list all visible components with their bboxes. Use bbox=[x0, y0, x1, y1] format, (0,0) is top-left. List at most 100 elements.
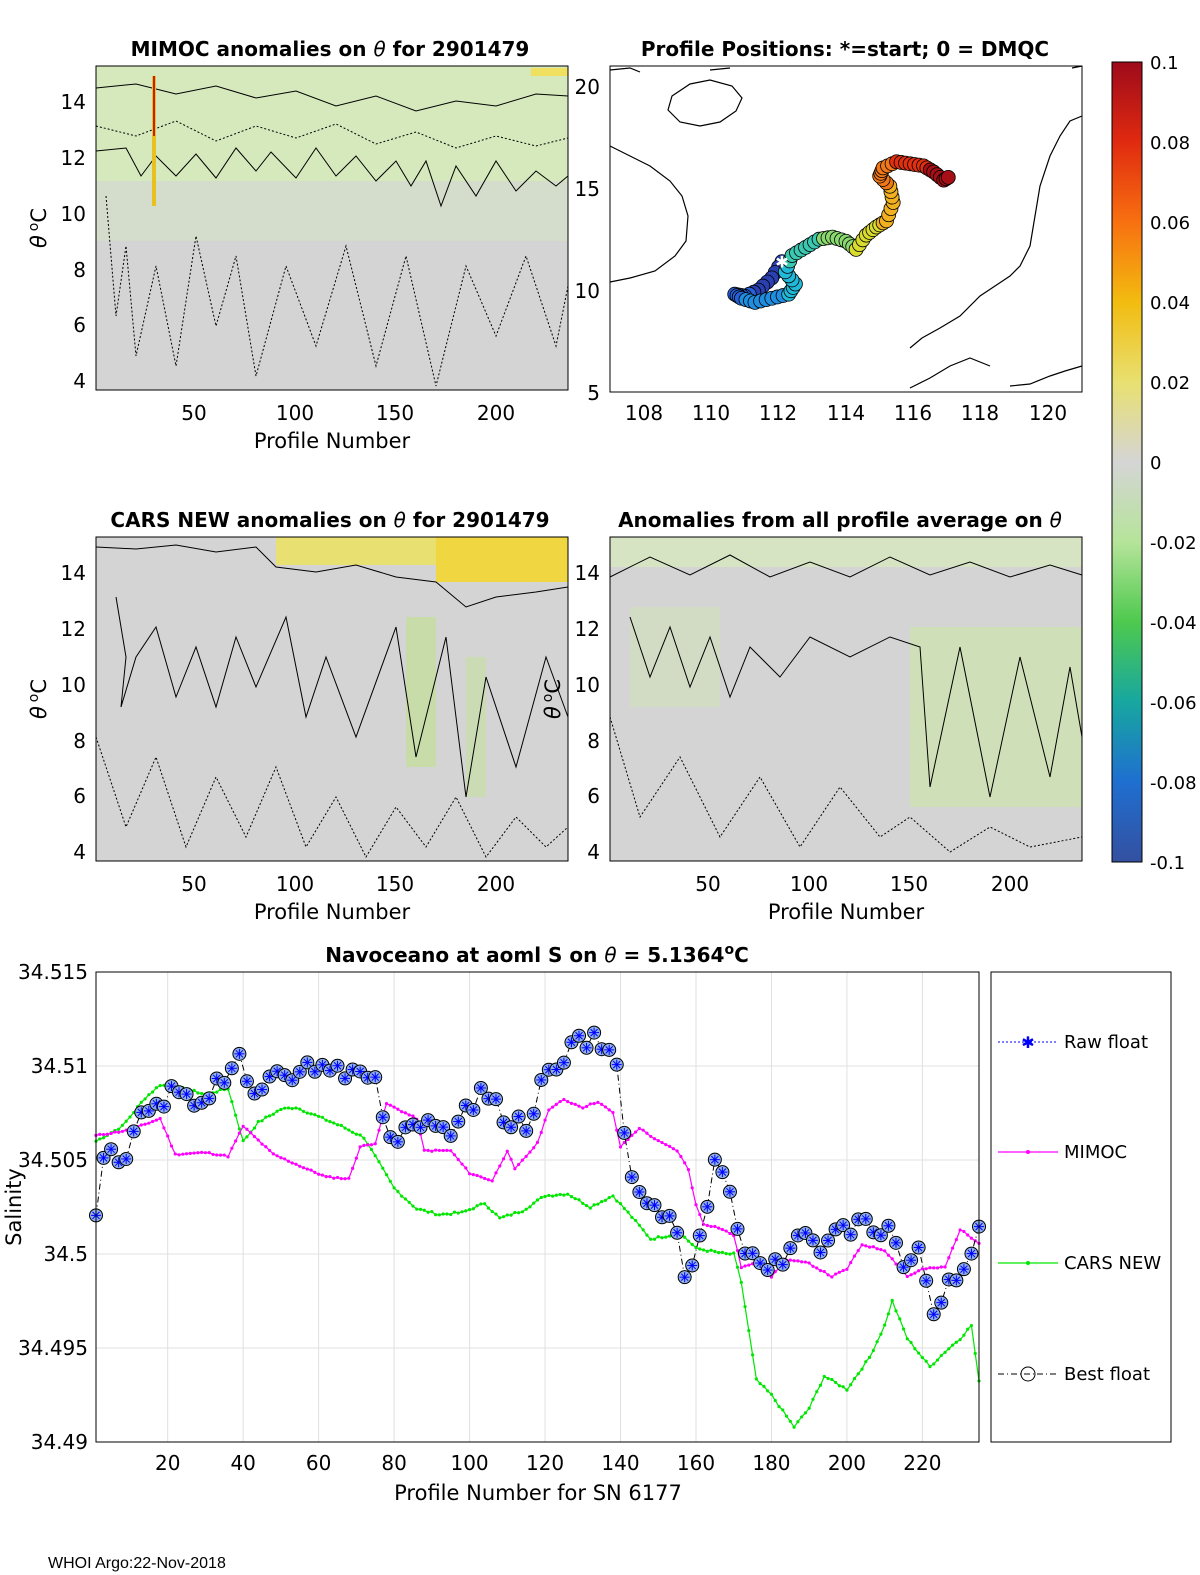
cars-new-point bbox=[596, 1202, 600, 1206]
mimoc-point bbox=[188, 1151, 192, 1155]
cars-new-point bbox=[464, 1209, 468, 1213]
cars-new-point bbox=[154, 1086, 158, 1090]
cars-green-patch-2 bbox=[466, 657, 486, 797]
cars-new-point bbox=[905, 1337, 909, 1341]
allavg-ytick: 6 bbox=[587, 784, 600, 808]
mimoc-point bbox=[864, 1244, 868, 1248]
cars-new-point bbox=[403, 1197, 408, 1201]
mimoc-point bbox=[237, 1131, 241, 1135]
mimoc-point bbox=[735, 1248, 740, 1253]
legend-best-marker bbox=[1020, 1366, 1036, 1382]
mimoc-frame bbox=[95, 65, 569, 391]
cars-new-point bbox=[452, 1210, 457, 1214]
allavg-title: Anomalies from all profile average on θ bbox=[618, 508, 1062, 532]
mimoc-point bbox=[656, 1139, 660, 1143]
cars-new-point bbox=[347, 1128, 351, 1132]
mimoc-contour-1 bbox=[95, 147, 569, 208]
mimoc-point bbox=[343, 1177, 347, 1181]
mimoc-point bbox=[547, 1108, 551, 1112]
mimoc-point bbox=[279, 1156, 283, 1160]
cars-new-point bbox=[969, 1323, 974, 1328]
cars-new-point bbox=[252, 1126, 257, 1130]
mimoc-point bbox=[192, 1151, 196, 1155]
cars-new-point bbox=[615, 1199, 619, 1203]
cars-new-point bbox=[747, 1329, 751, 1333]
best-float-point bbox=[609, 1057, 624, 1072]
colorbar-tick: 0.02 bbox=[1150, 373, 1190, 394]
mimoc-point bbox=[935, 1266, 940, 1270]
mimoc-point bbox=[622, 1140, 626, 1145]
best-float-point bbox=[436, 1120, 451, 1135]
cars-new-point bbox=[275, 1109, 279, 1113]
cars-new-point bbox=[569, 1195, 574, 1199]
mimoc-point bbox=[728, 1231, 732, 1236]
cars-new-point bbox=[434, 1213, 438, 1217]
mimoc-point bbox=[430, 1149, 434, 1153]
mimoc-point bbox=[456, 1157, 460, 1162]
mimoc-point bbox=[400, 1110, 404, 1114]
cars-new-point bbox=[313, 1113, 317, 1117]
best-float-point bbox=[919, 1273, 934, 1288]
mimoc-point bbox=[867, 1245, 872, 1249]
cars-new-point bbox=[494, 1212, 498, 1216]
cars-new-point bbox=[264, 1115, 268, 1119]
cars-new-point bbox=[562, 1193, 566, 1197]
cars-new-point bbox=[388, 1179, 392, 1183]
legend-cars-marker bbox=[1026, 1261, 1030, 1265]
mimoc-point bbox=[607, 1108, 611, 1112]
mimoc-point bbox=[528, 1150, 532, 1154]
mimoc-point bbox=[584, 1104, 589, 1109]
cars-new-point bbox=[701, 1248, 706, 1252]
colorbar-scale bbox=[1111, 61, 1143, 863]
cars-new-point bbox=[335, 1123, 340, 1127]
cars-new-point bbox=[354, 1132, 358, 1136]
best-float-point bbox=[745, 1246, 760, 1261]
mimoc-point bbox=[215, 1153, 219, 1157]
cars-new-point bbox=[324, 1118, 328, 1122]
cars-xtick: 100 bbox=[276, 872, 314, 896]
mimoc-point bbox=[252, 1134, 257, 1139]
cars-new-point bbox=[724, 1251, 728, 1256]
best-float-point bbox=[473, 1080, 488, 1095]
mimoc-point bbox=[845, 1267, 849, 1271]
cars-new-point bbox=[418, 1207, 423, 1212]
cars-new-point bbox=[815, 1390, 819, 1394]
mimoc-point bbox=[445, 1148, 449, 1152]
mimoc-point bbox=[298, 1164, 302, 1168]
mimoc-point bbox=[154, 1118, 158, 1122]
mimoc-point bbox=[275, 1154, 279, 1158]
mimoc-point bbox=[709, 1224, 713, 1229]
colorbar-tick: 0 bbox=[1150, 453, 1161, 474]
mimoc-point bbox=[452, 1153, 457, 1157]
mimoc-spike-core bbox=[153, 76, 155, 136]
mimoc-point bbox=[407, 1113, 411, 1117]
best-float-point bbox=[858, 1211, 873, 1226]
panel-cars: CARS NEW anomalies on θ for 2901479 50 1… bbox=[26, 508, 569, 924]
cars-new-point bbox=[475, 1204, 479, 1208]
cars-new-point bbox=[411, 1204, 415, 1208]
mimoc-point bbox=[120, 1129, 125, 1134]
mimoc-xlabel: Profile Number bbox=[254, 429, 411, 453]
best-float-point bbox=[375, 1110, 390, 1125]
mimoc-point bbox=[596, 1100, 600, 1104]
mimoc-point bbox=[569, 1101, 574, 1105]
mimoc-contour-2 bbox=[95, 83, 569, 112]
allavg-xlabel: Profile Number bbox=[768, 900, 925, 924]
cars-new-point bbox=[928, 1365, 932, 1369]
best-float-point bbox=[685, 1258, 700, 1273]
mimoc-point bbox=[837, 1270, 841, 1274]
mimoc-point bbox=[396, 1107, 400, 1111]
cars-new-point bbox=[350, 1130, 355, 1134]
cars-new-point bbox=[962, 1333, 966, 1337]
mimoc-point bbox=[667, 1144, 672, 1148]
track-dots bbox=[727, 154, 956, 310]
mimoc-point bbox=[267, 1148, 272, 1153]
mimoc-ytick: 4 bbox=[73, 369, 86, 393]
cars-ytick: 4 bbox=[73, 840, 86, 864]
mimoc-point bbox=[713, 1224, 717, 1229]
cars-xtick: 50 bbox=[181, 872, 206, 896]
mimoc-point bbox=[358, 1145, 362, 1149]
cars-ytick: 12 bbox=[61, 617, 86, 641]
best-float-point bbox=[300, 1055, 315, 1070]
cars-new-point bbox=[441, 1212, 445, 1216]
